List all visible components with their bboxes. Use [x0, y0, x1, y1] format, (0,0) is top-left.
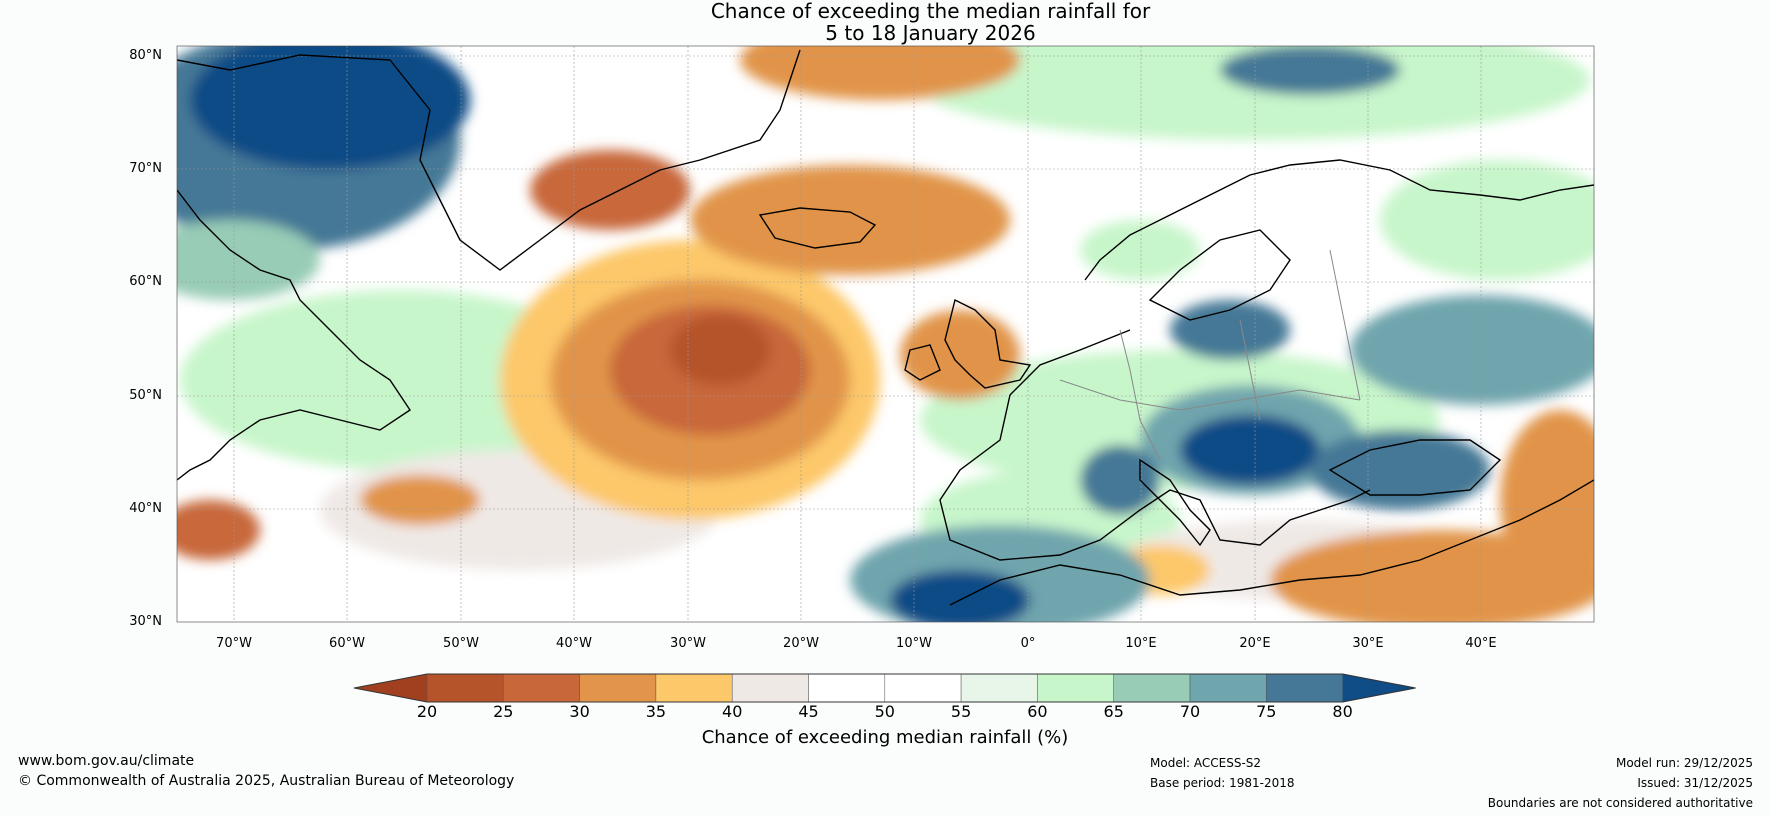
colorbar-bin-55-60 [960, 673, 1038, 703]
country-borders [1059, 249, 1361, 461]
lon-label-30e: 30°E [1352, 636, 1384, 651]
colorbar-tick-70: 70 [1179, 702, 1201, 721]
colorbar-tick-20: 20 [416, 702, 438, 721]
base-period: Base period: 1981-2018 [1150, 776, 1295, 790]
colorbar-extension-high [1342, 674, 1416, 702]
scandinavia-coastline [1084, 159, 1594, 281]
colorbar-bin-40-45 [731, 673, 809, 703]
canada-coastline [177, 189, 411, 481]
balkans-dark-blue [1180, 415, 1320, 485]
map-title-line1: Chance of exceeding the median rainfall … [710, 0, 1151, 23]
colorbar-bin-65-70 [1113, 673, 1191, 703]
copyright-notice: © Commonwealth of Australia 2025, Austra… [18, 773, 515, 789]
irminger-brown [530, 150, 690, 230]
lat-label-40n: 40°N [129, 501, 162, 516]
map-title-line2: 5 to 18 January 2026 [825, 21, 1036, 45]
lon-label-30w: 30°W [670, 636, 706, 651]
lon-label-10e: 10°E [1125, 636, 1157, 651]
greenland-coastline [177, 49, 801, 271]
italy-coastline [1139, 458, 1211, 547]
colorbar-extension-low [354, 674, 427, 702]
british-isles-coastline [904, 298, 1032, 389]
map-title: Chance of exceeding the median rainfall … [0, 0, 1770, 44]
norway-green [1080, 220, 1200, 280]
baltic-coastline [1148, 229, 1291, 321]
colorbar-bin-50-55 [884, 673, 962, 703]
colorbar [353, 673, 1416, 703]
levant-orange [1500, 410, 1594, 590]
gridlines [177, 46, 1594, 622]
issued-date: Issued: 31/12/2025 [1637, 776, 1753, 790]
colorbar-tick-60: 60 [1027, 702, 1048, 721]
lon-label-20e: 20°E [1239, 636, 1271, 651]
black-sea-blue [1310, 430, 1490, 510]
lat-label-50n: 50°N [129, 388, 162, 403]
lon-label-70w: 70°W [216, 636, 252, 651]
lat-label-80n: 80°N [129, 48, 162, 63]
website-link[interactable]: www.bom.gov.au/climate [18, 753, 195, 769]
lon-label-10w: 10°W [896, 636, 932, 651]
colorbar-bin-20-25 [426, 673, 504, 703]
bermuda-orange [360, 475, 480, 525]
model-name: Model: ACCESS-S2 [1150, 756, 1262, 770]
colorbar-title: Chance of exceeding median rainfall (%) [701, 727, 1069, 748]
colorbar-bin-70-75 [1189, 673, 1267, 703]
lon-label-40e: 40°E [1465, 636, 1497, 651]
model-run-date: Model run: 29/12/2025 [1615, 756, 1753, 770]
coastlines [177, 49, 1594, 606]
colorbar-tick-40: 40 [722, 702, 743, 721]
colorbar-tick-80: 80 [1332, 702, 1353, 721]
arctic-green-patch [910, 46, 1590, 140]
barents-blue [1220, 46, 1400, 95]
colorbar-bin-35-40 [655, 673, 733, 703]
iceland-coastline [758, 207, 877, 249]
colorbar-tick-45: 45 [798, 702, 819, 721]
lat-label-30n: 30°N [129, 614, 162, 629]
map-frame [176, 45, 1595, 623]
colorbar-tick-55: 55 [950, 702, 972, 721]
us-coast-brown [177, 500, 260, 560]
labrador-sea-teal [177, 220, 320, 300]
lon-label-40w: 40°W [556, 636, 592, 651]
fram-strait-orange [740, 46, 1020, 100]
lon-label-50w: 50°W [443, 636, 479, 651]
colorbar-tick-30: 30 [569, 702, 590, 721]
colorbar-tick-50: 50 [874, 702, 895, 721]
lon-label-20w: 20°W [783, 636, 819, 651]
colorbar-bin-45-50 [808, 673, 886, 703]
colorbar-bin-75-80 [1266, 673, 1343, 703]
colorbar-bin-25-30 [503, 673, 580, 703]
black-sea-coastline [1328, 439, 1502, 496]
colorbar-tick-25: 25 [493, 702, 514, 721]
colorbar-tick-75: 75 [1256, 702, 1277, 721]
west-atlantic-green-patch [180, 290, 620, 470]
rainfall-field [177, 46, 1594, 622]
lon-label-60w: 60°W [329, 636, 365, 651]
europe-atlantic-coastline [939, 329, 1371, 561]
iceland-orange [690, 165, 1010, 275]
boundaries-disclaimer: Boundaries are not considered authoritat… [1487, 796, 1753, 810]
colorbar-tick-65: 65 [1103, 702, 1124, 721]
lat-label-60n: 60°N [129, 274, 162, 289]
colorbar-tick-35: 35 [645, 702, 667, 721]
russia-green-patch [1380, 160, 1594, 280]
ukraine-teal [1350, 295, 1594, 405]
colorbar-outline [353, 673, 1416, 703]
greenland-dark-blue [190, 46, 470, 170]
british-isles-orange [900, 310, 1020, 400]
colorbar-bin-30-35 [579, 673, 657, 703]
poland-blue [1170, 300, 1290, 360]
colorbar-bin-60-65 [1037, 673, 1114, 703]
atlantic-dark-brown [670, 315, 770, 385]
lon-label-0: 0° [1020, 636, 1036, 651]
lat-label-70n: 70°N [129, 161, 162, 176]
north-africa-coastline [949, 479, 1594, 606]
